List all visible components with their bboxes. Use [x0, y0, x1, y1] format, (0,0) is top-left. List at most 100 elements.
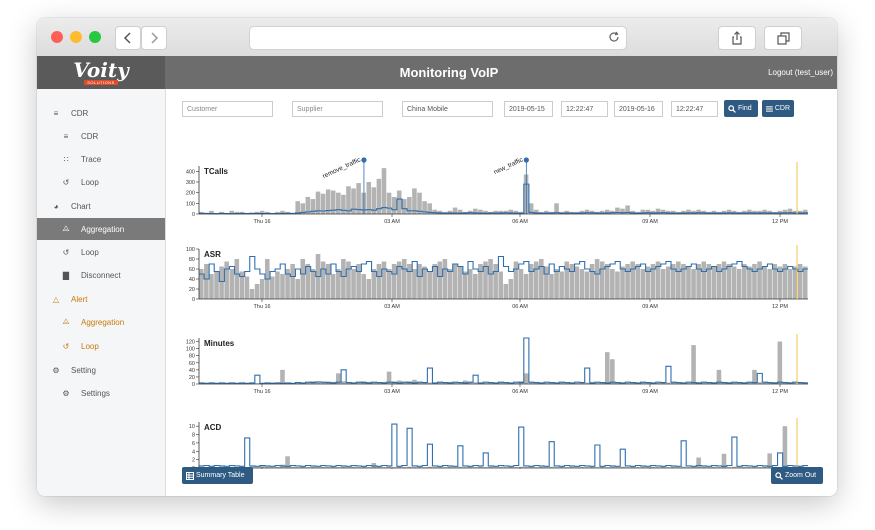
end-time-input[interactable]: 12:22:47	[671, 101, 718, 117]
bar	[407, 466, 412, 468]
bar	[305, 467, 311, 468]
bar	[665, 382, 671, 384]
bar	[508, 466, 514, 468]
back-button[interactable]	[115, 26, 141, 50]
forward-button[interactable]	[141, 26, 167, 50]
bar	[533, 467, 539, 468]
bar	[508, 209, 514, 214]
bar	[513, 261, 519, 299]
y-tick-label: 0	[192, 382, 195, 388]
bar	[371, 382, 377, 384]
sidebar-item-disconnect-sub[interactable]: ▇ Disconnect	[37, 264, 165, 286]
sidebar-item-setting[interactable]: ⚙ Setting	[37, 359, 165, 381]
bar	[716, 369, 722, 384]
end-date-input[interactable]: 2019-05-16	[614, 101, 663, 117]
gear-icon: ⚙	[62, 388, 70, 398]
sidebar-item-loop-sub[interactable]: ↺ Loop	[37, 335, 165, 357]
summary-table-button[interactable]: Summary Table	[182, 467, 253, 484]
bar	[686, 209, 691, 214]
bar	[599, 261, 605, 299]
tabs-icon	[776, 31, 790, 45]
y-tick-label: 100	[186, 347, 195, 353]
sidebar-item-chart[interactable]: ◕ Chart	[37, 195, 165, 217]
y-tick-label: 6	[192, 441, 195, 447]
start-date-input[interactable]: 2019-05-15	[504, 101, 553, 117]
bar	[706, 264, 712, 299]
bar	[747, 382, 752, 384]
x-tick-label: 03 AM	[384, 304, 400, 310]
bar	[391, 196, 397, 214]
bar	[341, 381, 346, 384]
y-tick-label: 10	[189, 424, 195, 430]
zoom-out-button[interactable]: Zoom Out	[771, 467, 823, 484]
share-button[interactable]	[718, 26, 756, 50]
bar	[275, 211, 280, 214]
reload-icon[interactable]	[608, 31, 620, 43]
bar	[726, 209, 732, 214]
sidebar-item-alert[interactable]: △ Alert	[37, 288, 165, 310]
logout-link[interactable]: Logout (test_user)	[768, 68, 833, 77]
bar	[731, 466, 737, 468]
bar	[726, 264, 732, 299]
sidebar-item-trace-sub[interactable]: ∷ Trace	[37, 148, 165, 170]
bar	[493, 467, 498, 468]
bar	[371, 269, 377, 299]
sidebar-item-cdr[interactable]: ≡ CDR	[37, 102, 165, 124]
bar	[665, 467, 671, 468]
sidebar-item-aggregation-sub[interactable]: ⨺ Aggregation	[37, 311, 165, 333]
close-window-icon[interactable]	[51, 31, 63, 43]
tabs-button[interactable]	[764, 26, 802, 50]
sidebar-item-loop-sub[interactable]: ↺ Loop	[37, 241, 165, 263]
bar	[325, 264, 331, 299]
bar	[473, 274, 478, 299]
bar	[513, 210, 519, 214]
bar	[300, 259, 306, 299]
bar	[605, 209, 610, 214]
sidebar-item-aggregation-sub[interactable]: ⨺ Aggregation	[37, 218, 165, 240]
bar	[462, 380, 468, 384]
bar	[645, 266, 651, 299]
customer-input[interactable]: Customer	[182, 101, 273, 117]
maximize-window-icon[interactable]	[89, 31, 101, 43]
bar	[391, 264, 397, 299]
bar	[320, 261, 326, 299]
bar	[341, 194, 346, 214]
bar	[305, 196, 311, 214]
bell-icon: △	[52, 294, 60, 304]
sidebar-item-cdr-sub[interactable]: ≡ CDR	[37, 125, 165, 147]
bar	[655, 208, 661, 214]
find-button[interactable]: Find	[724, 100, 758, 117]
bar	[513, 382, 519, 384]
bar	[605, 264, 610, 299]
sidebar-item-loop-sub[interactable]: ↺ Loop	[37, 171, 165, 193]
bar	[432, 467, 438, 468]
x-tick-label: Thu 16	[253, 389, 270, 395]
bar	[736, 269, 742, 299]
bar	[386, 192, 392, 214]
bar	[356, 264, 361, 299]
start-time-input[interactable]: 12:22:47	[561, 101, 608, 117]
supplier-input[interactable]: Supplier	[292, 101, 383, 117]
main-content: Customer Supplier China Mobile 2019-05-1…	[166, 89, 837, 496]
bar	[549, 274, 554, 299]
bar	[483, 382, 488, 384]
address-bar[interactable]	[249, 26, 627, 50]
bar	[249, 289, 255, 299]
bar	[351, 269, 356, 299]
bar	[402, 259, 407, 299]
logo-subtitle: SOLUTIONS	[84, 79, 118, 85]
y-tick-label: 4	[192, 449, 195, 455]
sidebar: ≡ CDR ≡ CDR ∷ Trace ↺ Loop ◕ Chart ⨺ Aggregation ↺ Lo…	[37, 89, 166, 496]
bar	[782, 264, 788, 299]
minimize-window-icon[interactable]	[70, 31, 82, 43]
chart-asr: 0 20 40 60 80 100 Thu 16 03 AM 06 AM 09 AM 12 PM AS…	[186, 245, 808, 310]
cdr-button[interactable]: CDR	[762, 100, 794, 117]
bar	[417, 264, 422, 299]
logo[interactable]: Voity SOLUTIONS	[37, 56, 165, 89]
bar	[361, 274, 366, 299]
bar	[625, 382, 630, 384]
line-chart-icon: ⨺	[62, 317, 70, 326]
y-tick-label: 0	[192, 212, 195, 218]
sidebar-item-settings-sub[interactable]: ⚙ Settings	[37, 382, 165, 404]
destination-input[interactable]: China Mobile	[402, 101, 493, 117]
